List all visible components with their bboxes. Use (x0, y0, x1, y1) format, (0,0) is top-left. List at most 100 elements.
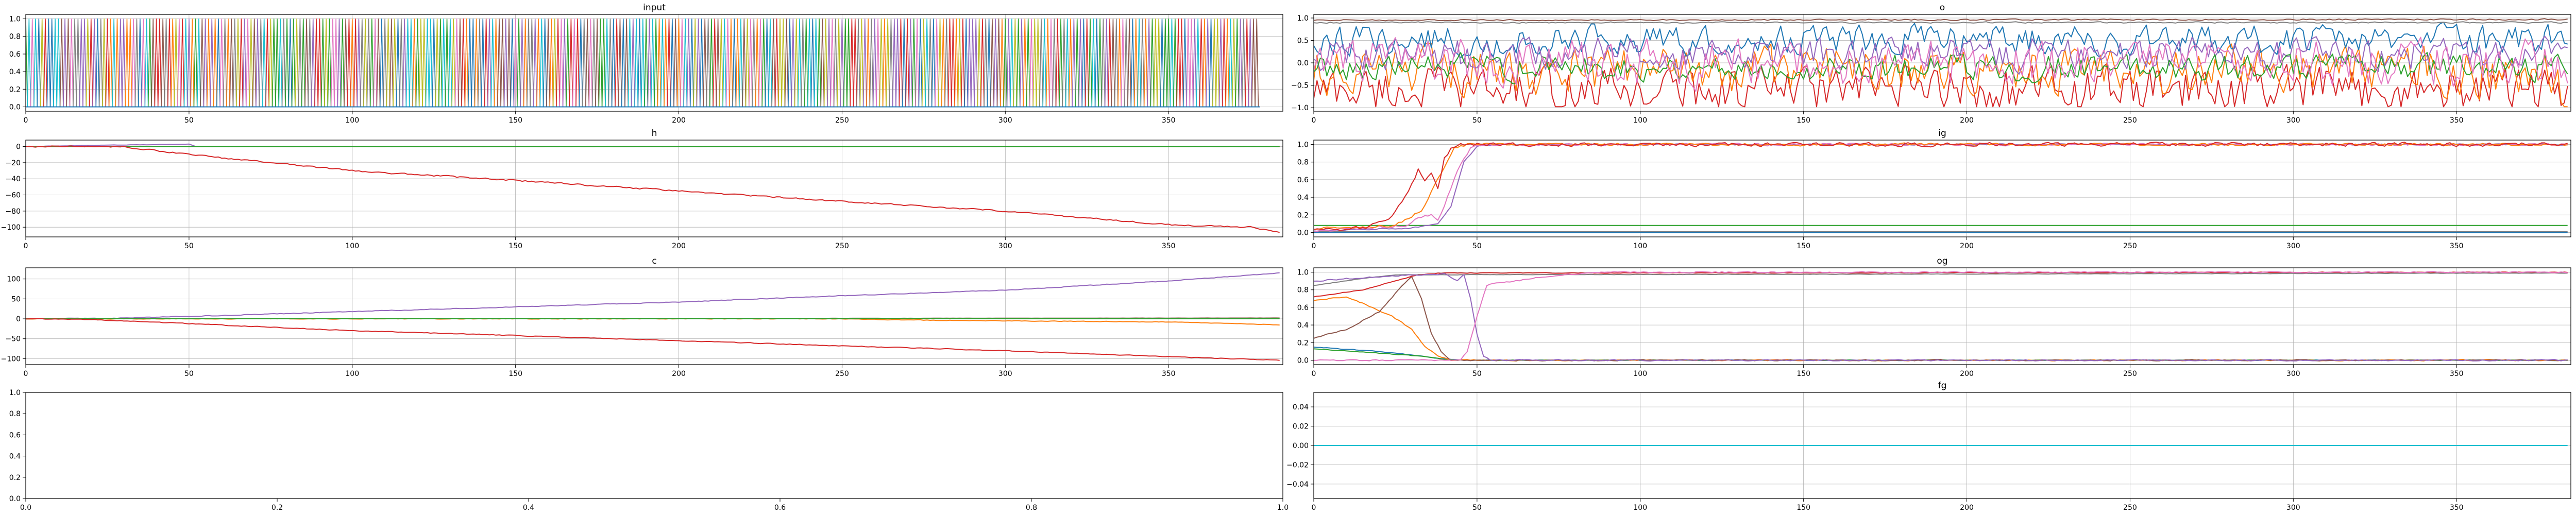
input-spike (63, 18, 67, 107)
input-spike (925, 18, 929, 107)
input-spike (660, 18, 665, 107)
axes-frame (25, 267, 1283, 365)
input-spike (882, 18, 887, 107)
input-spike (320, 18, 325, 107)
input-spike (275, 18, 279, 107)
y-tick-label: 0.0 (1297, 229, 1309, 237)
input-spike (49, 18, 54, 107)
subplot-title: ig (1938, 128, 1946, 139)
subplot-title: input (643, 3, 666, 13)
input-spike (167, 18, 172, 107)
input-spike (435, 18, 439, 107)
series-line (1314, 22, 2568, 59)
series-line (1314, 142, 2568, 230)
input-spike (507, 18, 511, 107)
series-line (1314, 36, 2568, 75)
series-line (1314, 276, 2568, 362)
x-tick-label: 200 (1960, 504, 1974, 512)
x-tick-label: 0 (24, 370, 28, 378)
input-spike (1020, 18, 1024, 107)
input-spike (713, 18, 717, 107)
series-line (1314, 142, 2568, 231)
input-spike (562, 18, 567, 107)
input-spike (454, 18, 459, 107)
input-spike (814, 18, 818, 107)
y-tick-label: 50 (11, 295, 21, 303)
input-spike (1032, 18, 1037, 107)
series-line (1314, 143, 2568, 232)
input-spike (1098, 18, 1103, 107)
input-spike (363, 18, 368, 107)
input-spike (601, 18, 606, 107)
input-spike (967, 18, 972, 107)
input-spike (1231, 18, 1236, 107)
x-tick-label: 150 (1797, 116, 1810, 125)
y-tick-label: −0.02 (1286, 461, 1309, 469)
x-tick-label: 1.0 (1277, 504, 1289, 512)
x-tick-label: 50 (1472, 504, 1482, 512)
input-spike (964, 18, 969, 107)
x-tick-label: 150 (1797, 242, 1810, 250)
input-spike (1255, 18, 1259, 107)
input-spike (1166, 18, 1171, 107)
input-spike (213, 18, 217, 107)
input-spike (291, 18, 296, 107)
input-spike (902, 18, 906, 107)
input-spike (970, 18, 975, 107)
series-line (1314, 347, 2568, 362)
input-spike (190, 18, 195, 107)
input-spike (830, 18, 835, 107)
y-tick-label: 0.6 (1297, 176, 1309, 184)
input-spike (1206, 18, 1210, 107)
input-spike (1186, 18, 1191, 107)
subplot-title: c (652, 256, 656, 266)
x-tick-label: 150 (1797, 504, 1810, 512)
input-spike (1013, 18, 1018, 107)
y-tick-label: −20 (5, 159, 21, 167)
input-spike (46, 18, 51, 107)
input-spike (748, 18, 753, 107)
input-spike (1228, 18, 1233, 107)
input-spike (947, 18, 952, 107)
x-tick-label: 50 (1472, 370, 1482, 378)
x-tick-label: 250 (835, 242, 849, 250)
input-spike (664, 18, 668, 107)
series-line (1314, 273, 2568, 362)
input-spike (210, 18, 214, 107)
input-spike (265, 18, 269, 107)
input-spike (673, 18, 678, 107)
input-spike (650, 18, 655, 107)
input-spike (1101, 18, 1106, 107)
input-spike (879, 18, 884, 107)
input-spike (396, 18, 400, 107)
x-tick-label: 0.6 (774, 504, 786, 512)
input-spike (654, 18, 658, 107)
input-spike (1104, 18, 1109, 107)
series-line (1314, 62, 2568, 108)
input-spike (180, 18, 185, 107)
input-spike (497, 18, 501, 107)
input-spike (308, 18, 312, 107)
input-spike (278, 18, 283, 107)
input-spike (389, 18, 394, 107)
input-spike (960, 18, 965, 107)
input-spike (781, 18, 786, 107)
x-tick-label: 0 (1312, 370, 1316, 378)
input-spike (774, 18, 779, 107)
y-tick-label: −0.5 (1291, 82, 1309, 90)
input-spike (911, 18, 916, 107)
input-spike (1062, 18, 1066, 107)
input-spike (1078, 18, 1083, 107)
input-spike (337, 18, 342, 107)
y-tick-label: −100 (1, 355, 21, 363)
input-spike (418, 18, 423, 107)
input-spike (1072, 18, 1076, 107)
input-spike (833, 18, 838, 107)
input-spike (43, 18, 47, 107)
input-spike (98, 18, 103, 107)
input-spike (89, 18, 93, 107)
input-spike (366, 18, 371, 107)
series-line (1314, 348, 2568, 362)
input-spike (1147, 18, 1151, 107)
y-tick-label: 0.02 (1293, 423, 1309, 431)
